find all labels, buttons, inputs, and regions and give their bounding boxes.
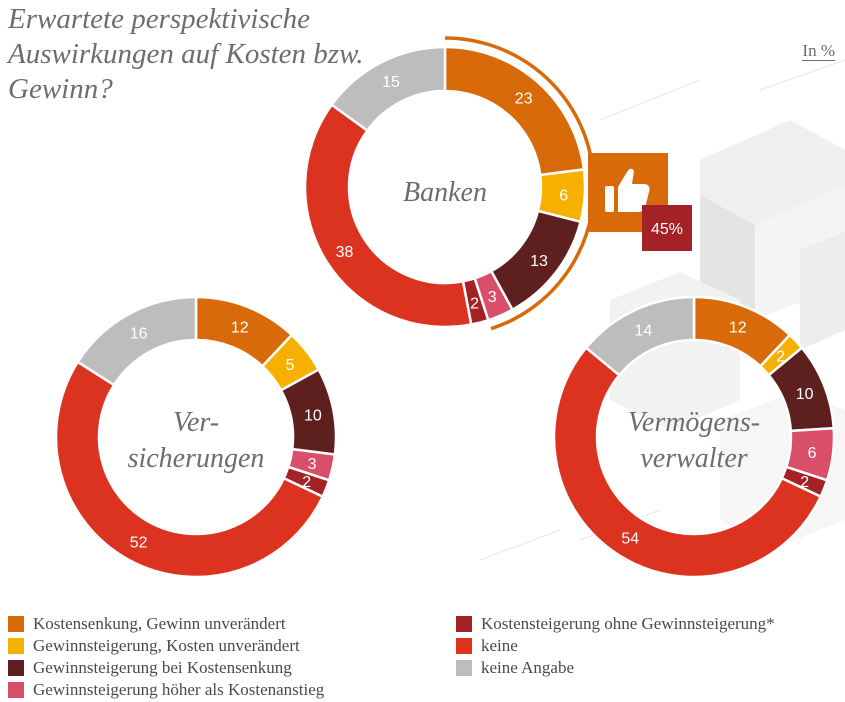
donut-chart: 23 6 13 32 38 15 Banken xyxy=(303,45,587,329)
donut-slice xyxy=(54,360,325,579)
background-line xyxy=(599,79,701,121)
slice-value-label: 14 xyxy=(634,322,652,339)
chart-title: Erwartete perspektivische Auswirkungen a… xyxy=(8,3,364,105)
donut-title: sicherungen xyxy=(128,443,265,474)
donut-title: verwalter xyxy=(640,443,747,474)
slice-value-label: 2 xyxy=(302,474,311,491)
slice-value-label: 38 xyxy=(336,244,354,261)
legend-swatch xyxy=(8,682,24,698)
donut-chart: 12 2 10 6 2 54 14 Vermögens-verwalter xyxy=(552,295,836,579)
legend-swatch xyxy=(456,616,472,632)
donut-title: Ver- xyxy=(173,407,219,438)
slice-value-label: 2 xyxy=(470,295,479,312)
legend-swatch xyxy=(456,638,472,654)
unit-label: In % xyxy=(802,41,835,61)
donut-slice xyxy=(584,295,696,377)
legend-label: Kostensteigerung ohne Gewinnsteigerung* xyxy=(481,614,775,633)
thumbs-up-icon xyxy=(618,168,650,212)
donut-slice xyxy=(329,45,447,133)
legend-label: keine Angabe xyxy=(481,658,574,677)
slice-value-label: 10 xyxy=(304,408,322,425)
legend-swatch xyxy=(8,660,24,676)
slice-value-label: 12 xyxy=(231,319,249,336)
donut-title: Vermögens- xyxy=(628,407,760,438)
legend-label: Gewinnsteigerung bei Kostensenkung xyxy=(33,658,292,677)
slice-value-label: 10 xyxy=(796,386,814,403)
donut-slice xyxy=(76,295,198,387)
background-cube-face xyxy=(800,232,845,350)
slice-value-label: 52 xyxy=(130,534,148,551)
donut-slice xyxy=(552,345,823,579)
thumbs-up-icon xyxy=(605,186,614,212)
legend-label: Gewinnsteigerung, Kosten unverändert xyxy=(33,636,300,655)
slice-value-label: 3 xyxy=(308,456,317,473)
background-line xyxy=(479,529,561,561)
legend-label: Kostensenkung, Gewinn unverändert xyxy=(33,614,286,633)
banken-highlight: 45% xyxy=(444,36,692,331)
thumbs-up-icon xyxy=(605,168,650,212)
slice-value-label: 2 xyxy=(800,474,809,491)
slice-value-label: 54 xyxy=(621,530,639,547)
legend-swatch xyxy=(8,616,24,632)
slice-value-label: 2 xyxy=(776,349,785,366)
legend-label: keine xyxy=(481,636,518,655)
background-cube-face xyxy=(700,120,845,225)
slice-value-label: 15 xyxy=(382,74,400,91)
callout-value: 45% xyxy=(651,221,683,238)
slice-value-label: 3 xyxy=(488,289,497,306)
legend-swatch xyxy=(456,660,472,676)
donut-charts: 23613323815Banken12510325216Ver-sicherun… xyxy=(54,45,836,579)
slice-value-label: 6 xyxy=(808,445,817,462)
legend-label: Gewinnsteigerung höher als Kostenanstieg xyxy=(33,680,325,699)
donut-slice xyxy=(303,102,473,329)
donut-slice xyxy=(443,45,586,177)
donut-title: Banken xyxy=(403,177,487,208)
callout-box xyxy=(642,205,692,251)
slice-value-label: 5 xyxy=(286,357,295,374)
slice-value-label: 12 xyxy=(729,319,747,336)
slice-value-label: 13 xyxy=(530,253,548,270)
legend-swatch xyxy=(8,638,24,654)
background-line xyxy=(759,59,845,91)
slice-value-label: 6 xyxy=(559,187,568,204)
donut-chart: 12 5 10 32 52 16 Ver-sicherungen xyxy=(54,295,338,579)
slice-value-label: 16 xyxy=(130,326,148,343)
slice-value-label: 23 xyxy=(515,91,533,108)
